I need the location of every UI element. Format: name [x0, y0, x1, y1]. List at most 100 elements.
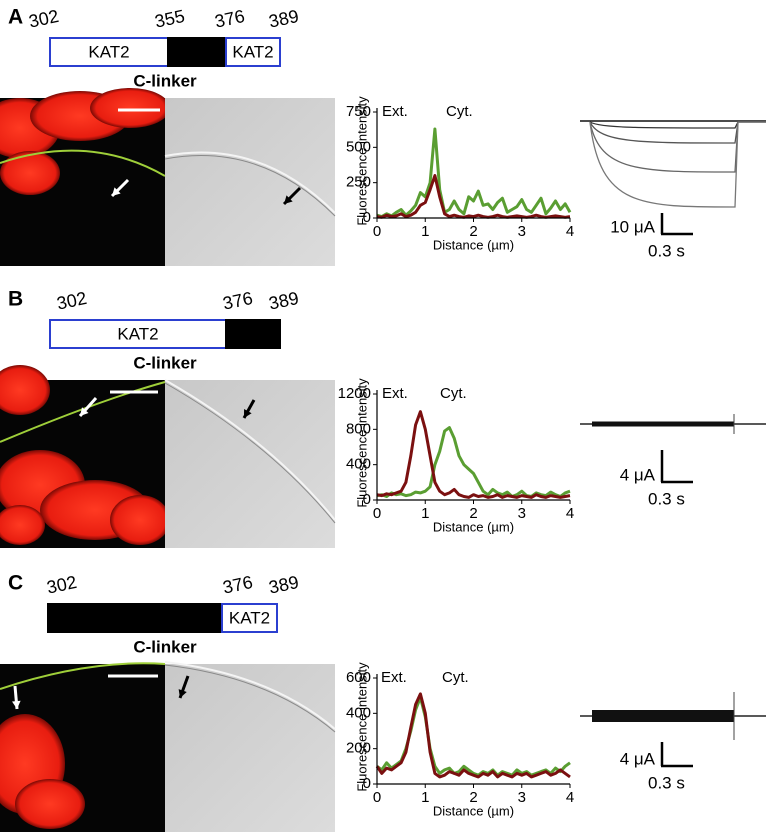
x-tick-label: 4 — [566, 223, 574, 240]
arrow-head — [112, 187, 121, 196]
micrograph — [0, 88, 336, 266]
residue-number: 376 — [221, 288, 255, 314]
x-tick-label: 0 — [373, 789, 381, 806]
arrow-head — [244, 409, 252, 418]
segment-label: KC1 — [118, 608, 151, 627]
annotation: Ext. — [382, 385, 408, 402]
annotation: Cyt. — [442, 669, 469, 686]
x-tick-label: 3 — [518, 505, 526, 522]
y-tick-label: 1200 — [338, 385, 371, 402]
x-tick-label: 1 — [421, 789, 429, 806]
intensity-line — [376, 127, 572, 219]
annotation: Ext. — [382, 103, 408, 120]
panel-label: A — [8, 6, 23, 29]
membrane-edge — [164, 379, 336, 521]
x-tick-label: 0 — [373, 223, 381, 240]
brightfield-image — [165, 98, 335, 266]
chloroplast — [0, 365, 50, 415]
intensity-line — [376, 426, 571, 498]
residue-number: 389 — [267, 6, 301, 32]
x-tick-label: 2 — [469, 789, 477, 806]
trace — [589, 121, 766, 129]
membrane-shadow — [164, 155, 336, 217]
scale-current-label: 10 μA — [610, 217, 655, 236]
segment-label: KC1 — [180, 42, 213, 61]
scale-time-label: 0.3 s — [648, 241, 685, 260]
construct-segment — [49, 319, 227, 349]
construct-caption: C-linker — [133, 353, 197, 372]
chloroplast — [90, 88, 170, 128]
membrane-shadow — [164, 664, 336, 733]
annotation: Cyt. — [440, 385, 467, 402]
y-tick-label: 0 — [363, 775, 371, 792]
segment-label: KC1 — [236, 324, 269, 343]
residue-number: 376 — [213, 6, 247, 32]
membrane-edge — [164, 151, 336, 214]
intensity-line — [375, 692, 571, 779]
x-tick-label: 1 — [421, 505, 429, 522]
trace-band — [592, 710, 734, 722]
membrane-signal — [0, 381, 166, 443]
membrane-shadow — [164, 382, 336, 524]
residue-number: 355 — [153, 6, 187, 32]
construct-segment — [49, 37, 169, 67]
x-tick-label: 2 — [469, 505, 477, 522]
scale-current-label: 4 μA — [620, 465, 656, 484]
y-tick-label: 400 — [346, 456, 371, 473]
scale-time-label: 0.3 s — [648, 489, 685, 508]
trace — [589, 121, 766, 208]
micrograph — [0, 661, 336, 832]
intensity-line — [376, 174, 571, 219]
annotation: Ext. — [381, 669, 407, 686]
x-axis-label: Distance (µm) — [433, 519, 514, 534]
x-tick-label: 1 — [421, 223, 429, 240]
panel-label: C — [8, 572, 23, 595]
segment-label: KAT2 — [229, 608, 270, 627]
intensity-line — [376, 695, 571, 777]
trace — [589, 121, 766, 144]
residue-number: 389 — [267, 288, 301, 314]
y-tick-label: 800 — [346, 420, 371, 437]
y-tick-label: 0 — [363, 491, 371, 508]
x-tick-label: 4 — [566, 789, 574, 806]
scale-current-label: 4 μA — [620, 749, 656, 768]
arrow-head — [12, 700, 21, 709]
y-tick-label: 250 — [346, 174, 371, 191]
construct-segment — [47, 603, 223, 633]
scale-time-label: 0.3 s — [648, 773, 685, 792]
residue-number: 302 — [27, 6, 61, 32]
x-tick-label: 3 — [518, 789, 526, 806]
panel-label: B — [8, 288, 23, 311]
y-tick-label: 0 — [363, 209, 371, 226]
arrow-head — [178, 689, 187, 698]
trace — [589, 121, 766, 173]
chloroplast — [0, 505, 45, 545]
membrane-signal — [0, 149, 166, 177]
trace-band — [592, 421, 734, 427]
residue-number: 302 — [45, 572, 79, 598]
x-tick-label: 0 — [373, 505, 381, 522]
y-tick-label: 500 — [346, 138, 371, 155]
y-axis-label: Fluorescence intensity — [354, 378, 369, 508]
construct-caption: C-linker — [133, 637, 197, 656]
x-tick-label: 3 — [518, 223, 526, 240]
x-axis-label: Distance (µm) — [433, 803, 514, 818]
membrane-edge — [164, 661, 336, 730]
construct-segment — [221, 603, 278, 633]
chloroplast — [110, 495, 170, 545]
segment-label: KAT2 — [88, 42, 129, 61]
y-tick-label: 200 — [346, 740, 371, 757]
x-axis-label: Distance (µm) — [433, 237, 514, 252]
construct-segment — [225, 319, 281, 349]
y-axis-label: Fluorescence intensity — [354, 662, 369, 792]
segment-label: KAT2 — [232, 42, 273, 61]
y-tick-label: 600 — [346, 669, 371, 686]
y-axis-label: Fluorescence intensity — [354, 96, 369, 226]
x-tick-label: 4 — [566, 505, 574, 522]
y-tick-label: 400 — [346, 704, 371, 721]
residue-number: 389 — [267, 572, 301, 598]
x-tick-label: 2 — [469, 223, 477, 240]
residue-number: 302 — [55, 288, 89, 314]
intensity-line — [376, 410, 571, 499]
